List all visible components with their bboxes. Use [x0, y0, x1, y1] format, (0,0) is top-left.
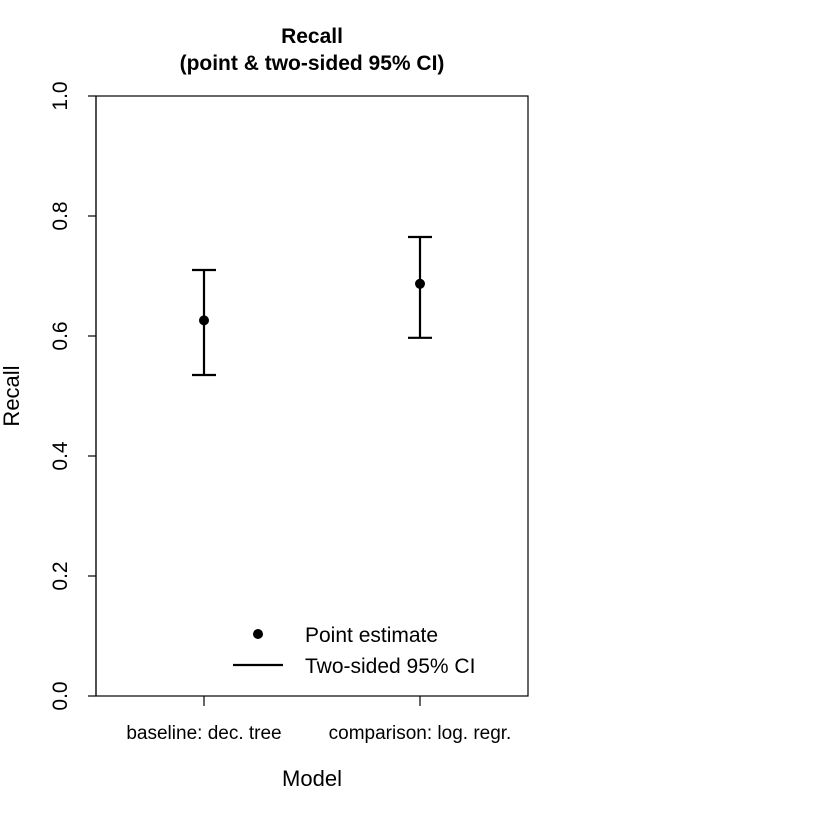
legend-ci-label: Two-sided 95% CI	[305, 655, 475, 678]
x-axis: baseline: dec. tree comparison: log. regr…	[126, 696, 511, 744]
point-estimate	[199, 315, 209, 326]
x-tick-label: comparison: log. regr.	[329, 723, 512, 744]
y-tick-label: 0.6	[49, 321, 72, 350]
y-axis: 0.0 0.2 0.4 0.6 0.8 1.0	[49, 81, 97, 711]
y-tick-label: 0.4	[49, 441, 72, 471]
legend-point-symbol	[253, 629, 263, 639]
data-marks	[192, 235, 432, 377]
legend-point-label: Point estimate	[305, 624, 438, 647]
y-axis-label: Recall	[0, 365, 24, 426]
point-estimate	[415, 278, 425, 289]
x-axis-label: Model	[282, 766, 342, 791]
y-tick-label: 0.8	[49, 201, 72, 230]
y-tick-label: 0.0	[49, 681, 72, 710]
chart-subtitle: (point & two-sided 95% CI)	[180, 52, 445, 75]
legend: Point estimate Two-sided 95% CI	[233, 624, 475, 678]
plot-frame	[95, 95, 529, 697]
y-tick-label: 0.2	[49, 561, 72, 590]
x-tick-label: baseline: dec. tree	[126, 723, 281, 744]
chart-title: Recall	[281, 25, 343, 48]
y-tick-label: 1.0	[49, 81, 72, 110]
